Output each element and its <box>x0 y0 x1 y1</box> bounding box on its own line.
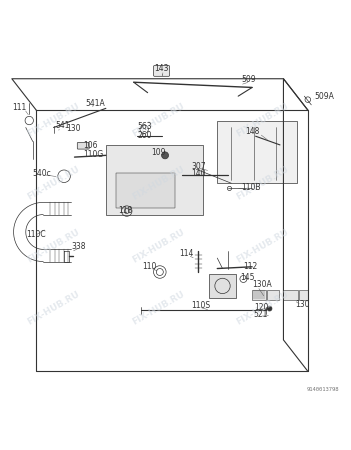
Text: 110: 110 <box>143 261 157 270</box>
Text: 130A: 130A <box>252 280 272 289</box>
Text: 140: 140 <box>191 169 206 178</box>
Text: 148: 148 <box>245 127 259 136</box>
Text: 106: 106 <box>83 141 98 150</box>
Text: FIX-HUB.RU: FIX-HUB.RU <box>235 227 290 265</box>
Text: 338: 338 <box>71 242 86 251</box>
Text: 120: 120 <box>254 303 268 312</box>
Text: 509A: 509A <box>315 92 335 101</box>
Text: 109: 109 <box>151 148 166 157</box>
Text: 143: 143 <box>154 64 169 73</box>
Text: 110B: 110B <box>241 183 261 192</box>
FancyBboxPatch shape <box>217 121 297 183</box>
Text: 111: 111 <box>12 103 26 112</box>
Text: 118: 118 <box>118 206 132 215</box>
Text: 9140013798: 9140013798 <box>307 387 339 392</box>
Text: FIX-HUB.RU: FIX-HUB.RU <box>26 290 81 327</box>
FancyBboxPatch shape <box>267 290 279 300</box>
FancyBboxPatch shape <box>153 66 170 77</box>
Text: FIX-HUB.RU: FIX-HUB.RU <box>235 290 290 327</box>
Text: FIX-HUB.RU: FIX-HUB.RU <box>26 227 81 265</box>
Text: FIX-HUB.RU: FIX-HUB.RU <box>26 102 81 139</box>
Text: FIX-HUB.RU: FIX-HUB.RU <box>130 102 186 139</box>
Text: 521: 521 <box>254 310 268 320</box>
Text: 260: 260 <box>137 130 152 140</box>
Text: 307: 307 <box>191 162 206 171</box>
Text: FIX-HUB.RU: FIX-HUB.RU <box>26 165 81 202</box>
FancyBboxPatch shape <box>299 290 308 300</box>
Text: FIX-HUB.RU: FIX-HUB.RU <box>130 290 186 327</box>
Text: 110C: 110C <box>26 230 45 239</box>
Text: 541A: 541A <box>85 99 105 108</box>
Text: 110G: 110G <box>83 150 104 159</box>
Text: 114: 114 <box>179 249 193 258</box>
Text: FIX-HUB.RU: FIX-HUB.RU <box>130 227 186 265</box>
Circle shape <box>161 152 168 159</box>
Text: FIX-HUB.RU: FIX-HUB.RU <box>235 102 290 139</box>
Text: 541: 541 <box>55 121 70 130</box>
FancyBboxPatch shape <box>283 290 298 300</box>
FancyBboxPatch shape <box>106 145 203 215</box>
FancyBboxPatch shape <box>77 143 89 149</box>
Text: 130: 130 <box>296 300 310 309</box>
Circle shape <box>267 306 272 311</box>
FancyBboxPatch shape <box>116 173 175 207</box>
Text: 509: 509 <box>241 75 256 84</box>
Text: 145: 145 <box>240 274 254 283</box>
FancyBboxPatch shape <box>208 274 237 298</box>
Text: FIX-HUB.RU: FIX-HUB.RU <box>235 165 290 202</box>
Text: FIX-HUB.RU: FIX-HUB.RU <box>130 165 186 202</box>
Text: 563: 563 <box>137 122 152 131</box>
Text: 130: 130 <box>66 124 80 133</box>
FancyBboxPatch shape <box>252 290 266 300</box>
Text: 540c: 540c <box>33 169 52 178</box>
Text: 112: 112 <box>243 261 258 270</box>
Text: 110S: 110S <box>191 302 210 310</box>
